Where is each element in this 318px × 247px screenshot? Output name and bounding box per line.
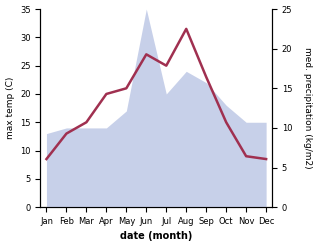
X-axis label: date (month): date (month) xyxy=(120,231,192,242)
Y-axis label: max temp (C): max temp (C) xyxy=(5,77,15,139)
Y-axis label: med. precipitation (kg/m2): med. precipitation (kg/m2) xyxy=(303,47,313,169)
